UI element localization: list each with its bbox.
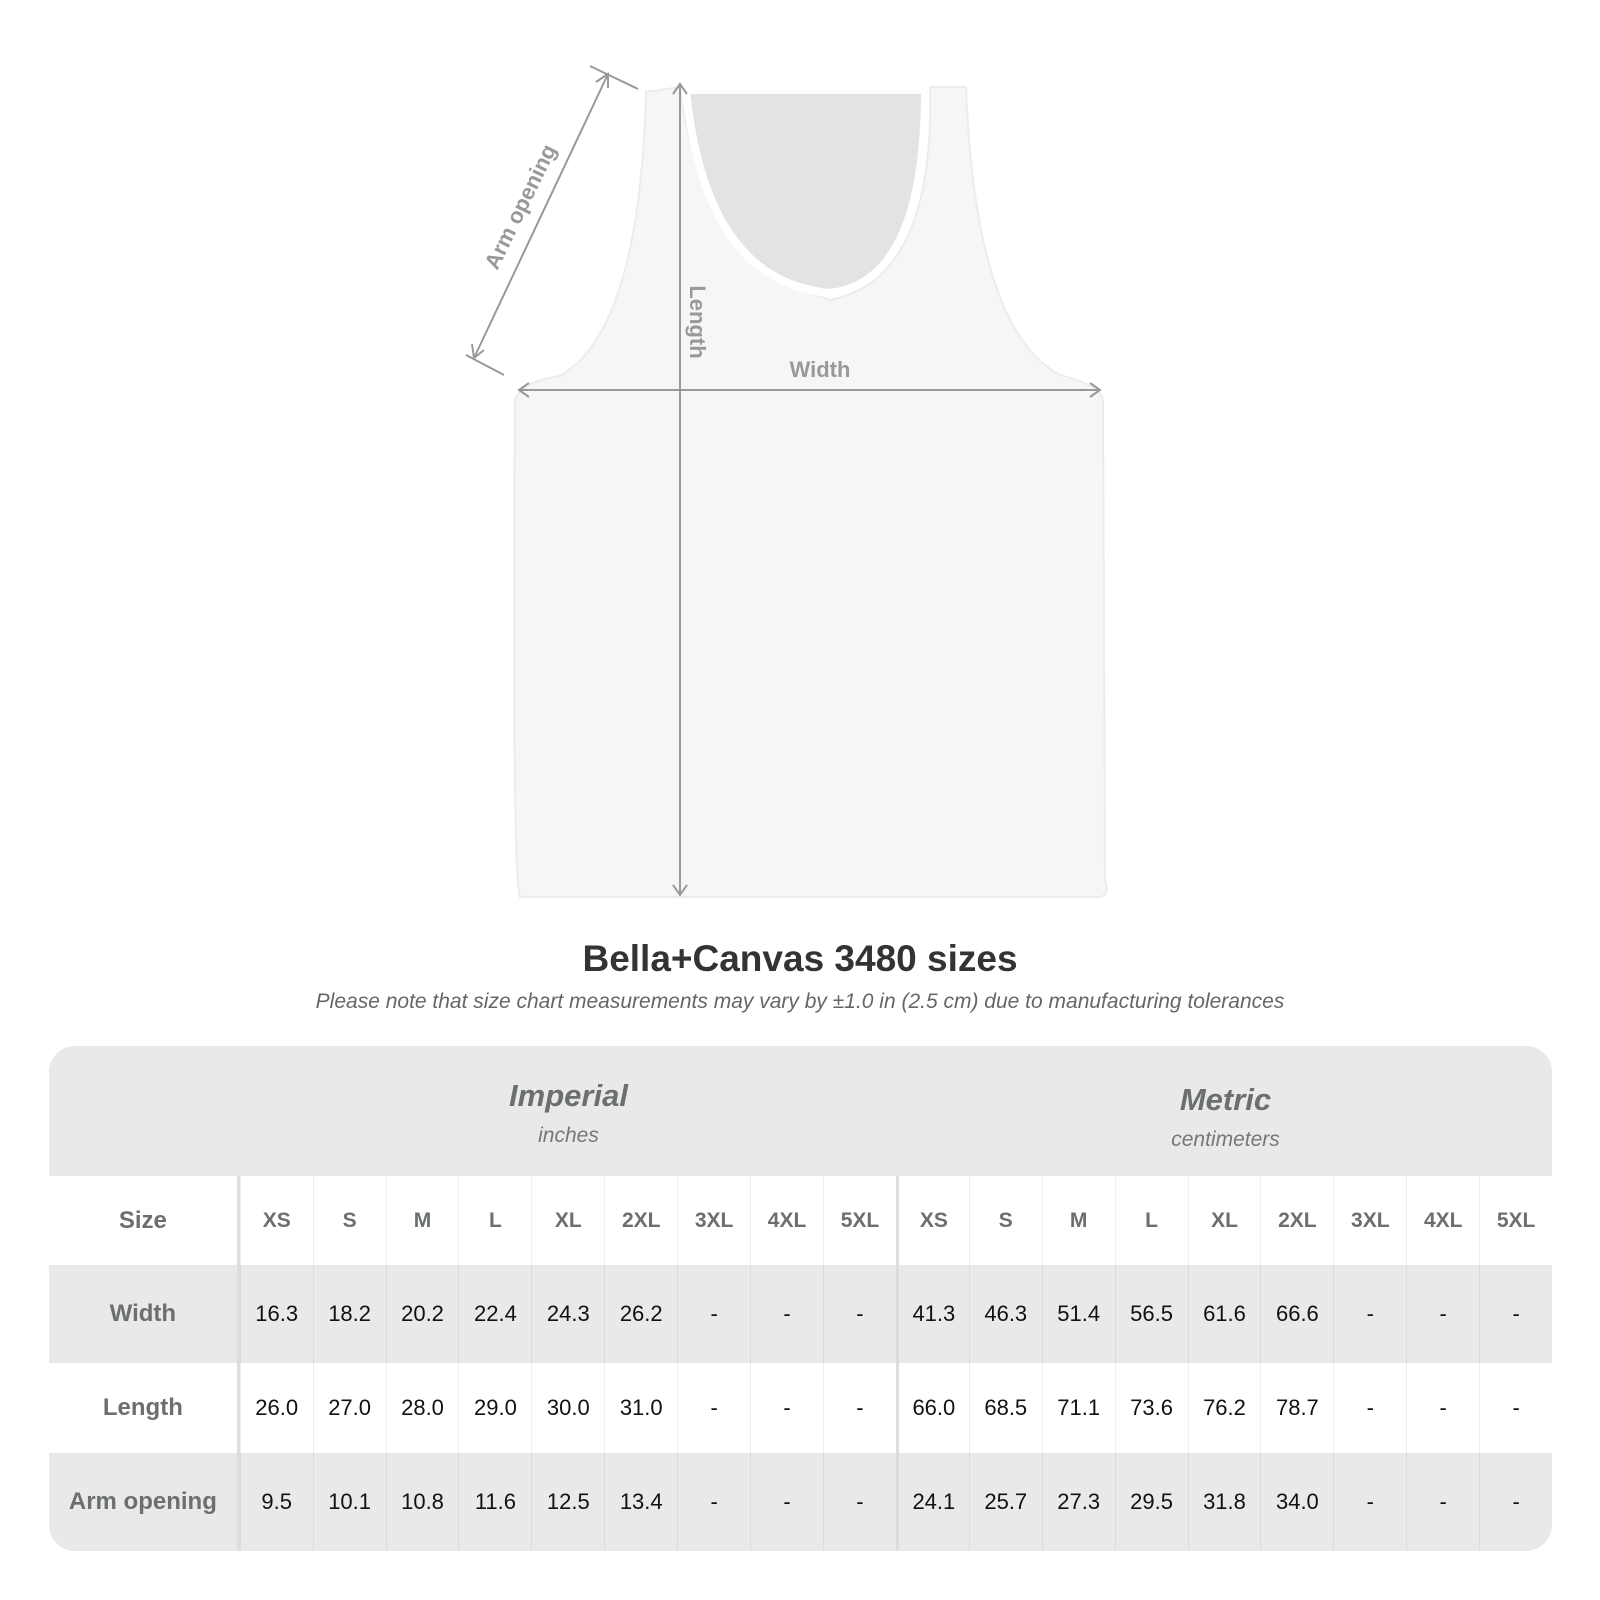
imperial-value-cell: - xyxy=(823,1453,896,1551)
metric-value-cell: 25.7 xyxy=(968,1453,1042,1551)
imperial-value-cell: 16.3 xyxy=(239,1265,313,1363)
imperial-value-cell: 30.0 xyxy=(531,1363,604,1453)
metric-value-cell: 41.3 xyxy=(895,1265,969,1363)
metric-size-header: M xyxy=(1041,1176,1115,1265)
imperial-value-cell: 27.0 xyxy=(312,1363,386,1453)
metric-value-cell: - xyxy=(1479,1265,1552,1363)
metric-size-header: 2XL xyxy=(1260,1176,1333,1265)
metric-value-cell: - xyxy=(1479,1453,1552,1551)
imperial-value-cell: 26.0 xyxy=(239,1363,313,1453)
imperial-unit: inches xyxy=(538,1124,599,1147)
metric-value-cell: 56.5 xyxy=(1114,1265,1188,1363)
length-label: Length xyxy=(685,285,710,358)
metric-value-cell: 73.6 xyxy=(1114,1363,1188,1453)
tolerance-note: Please note that size chart measurements… xyxy=(315,990,1285,1013)
metric-size-header: XS xyxy=(895,1176,969,1265)
metric-title: Metric xyxy=(1179,1082,1272,1117)
imperial-value-cell: - xyxy=(750,1363,823,1453)
imperial-value-cell: 28.0 xyxy=(385,1363,459,1453)
imperial-size-header: XS xyxy=(239,1176,313,1265)
metric-value-cell: 61.6 xyxy=(1187,1265,1261,1363)
arm-opening-arrow xyxy=(473,73,609,359)
imperial-value-cell: - xyxy=(823,1363,896,1453)
imperial-value-cell: - xyxy=(750,1453,823,1551)
metric-value-cell: 31.8 xyxy=(1187,1453,1261,1551)
metric-size-header: 5XL xyxy=(1479,1176,1552,1265)
table-header: Imperial inches Metric centimeters xyxy=(49,1046,1552,1176)
metric-value-cell: - xyxy=(1406,1453,1479,1551)
imperial-value-cell: 12.5 xyxy=(531,1453,604,1551)
metric-value-cell: - xyxy=(1479,1363,1552,1453)
imperial-value-cell: 11.6 xyxy=(458,1453,531,1551)
metric-value-cell: 24.1 xyxy=(895,1453,969,1551)
imperial-value-cell: - xyxy=(677,1363,750,1453)
tank-top-diagram: Arm opening Length Width xyxy=(465,65,1108,898)
imperial-size-header: 4XL xyxy=(750,1176,823,1265)
table-row: Arm opening 9.5 10.1 10.8 11.6 12.5 13.4- - -24.… xyxy=(49,1453,1552,1551)
metric-value-cell: - xyxy=(1333,1265,1406,1363)
imperial-value-cell: 20.2 xyxy=(385,1265,459,1363)
table-row: Width 16.3 18.2 20.2 22.4 24.3 26.2- - -41.3 46.3… xyxy=(49,1265,1552,1363)
imperial-title: Imperial xyxy=(509,1078,628,1113)
imperial-size-header: L xyxy=(458,1176,531,1265)
size-header-row: Size XS S M L XL 2XL 3XL 4XL 5XL XS S M L XL 2XL 3XL 4XL 5… xyxy=(49,1176,1552,1265)
arm-opening-label: Arm opening xyxy=(479,140,561,273)
imperial-value-cell: 31.0 xyxy=(604,1363,677,1453)
metric-value-cell: 29.5 xyxy=(1114,1453,1188,1551)
imperial-value-cell: - xyxy=(823,1265,896,1363)
metric-size-header: XL xyxy=(1187,1176,1261,1265)
imperial-value-cell: 13.4 xyxy=(604,1453,677,1551)
imperial-value-cell: 18.2 xyxy=(312,1265,386,1363)
imperial-value-cell: 26.2 xyxy=(604,1265,677,1363)
metric-value-cell: 27.3 xyxy=(1041,1453,1115,1551)
metric-unit: centimeters xyxy=(1171,1128,1280,1151)
row-label: Size xyxy=(49,1176,240,1265)
imperial-value-cell: - xyxy=(677,1265,750,1363)
width-label: Width xyxy=(790,357,851,382)
imperial-size-header: M xyxy=(385,1176,459,1265)
metric-value-cell: 51.4 xyxy=(1041,1265,1115,1363)
imperial-size-header: 2XL xyxy=(604,1176,677,1265)
imperial-header: Imperial inches xyxy=(240,1078,897,1148)
metric-value-cell: 34.0 xyxy=(1260,1453,1333,1551)
imperial-value-cell: 9.5 xyxy=(239,1453,313,1551)
imperial-value-cell: 10.8 xyxy=(385,1453,459,1551)
imperial-value-cell: 29.0 xyxy=(458,1363,531,1453)
metric-size-header: 4XL xyxy=(1406,1176,1479,1265)
imperial-value-cell: 24.3 xyxy=(531,1265,604,1363)
imperial-size-header: 5XL xyxy=(823,1176,896,1265)
size-table: Imperial inches Metric centimeters Size X… xyxy=(49,1046,1552,1551)
metric-size-header: 3XL xyxy=(1333,1176,1406,1265)
metric-header: Metric centimeters xyxy=(897,1082,1552,1152)
imperial-value-cell: 22.4 xyxy=(458,1265,531,1363)
row-label: Length xyxy=(49,1363,240,1453)
imperial-value-cell: 10.1 xyxy=(312,1453,386,1551)
imperial-size-header: 3XL xyxy=(677,1176,750,1265)
tank-neck-inside xyxy=(681,86,930,298)
metric-value-cell: 78.7 xyxy=(1260,1363,1333,1453)
tank-top-image xyxy=(513,85,1108,898)
row-label: Arm opening xyxy=(49,1453,240,1551)
metric-value-cell: - xyxy=(1406,1265,1479,1363)
metric-value-cell: 71.1 xyxy=(1041,1363,1115,1453)
metric-value-cell: 46.3 xyxy=(968,1265,1042,1363)
metric-size-header: S xyxy=(968,1176,1042,1265)
metric-value-cell: - xyxy=(1333,1453,1406,1551)
metric-value-cell: 66.0 xyxy=(895,1363,969,1453)
metric-value-cell: 66.6 xyxy=(1260,1265,1333,1363)
metric-value-cell: - xyxy=(1333,1363,1406,1453)
imperial-size-header: S xyxy=(312,1176,386,1265)
metric-value-cell: - xyxy=(1406,1363,1479,1453)
metric-value-cell: 68.5 xyxy=(968,1363,1042,1453)
table-row: Length 26.0 27.0 28.0 29.0 30.0 31.0- - -66.0 68.… xyxy=(49,1363,1552,1453)
imperial-value-cell: - xyxy=(750,1265,823,1363)
imperial-value-cell: - xyxy=(677,1453,750,1551)
metric-size-header: L xyxy=(1114,1176,1188,1265)
row-label: Width xyxy=(49,1265,240,1363)
imperial-size-header: XL xyxy=(531,1176,604,1265)
page-title: Bella+Canvas 3480 sizes xyxy=(582,938,1018,979)
metric-value-cell: 76.2 xyxy=(1187,1363,1261,1453)
